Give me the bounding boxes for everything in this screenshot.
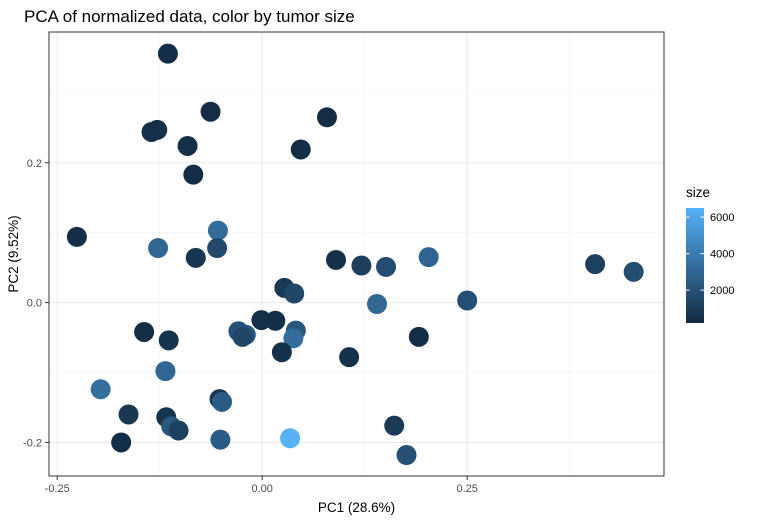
y-axis-title: PC2 (9.52%) — [6, 215, 21, 292]
data-point — [408, 326, 429, 347]
data-point — [177, 135, 198, 156]
colorbar — [686, 208, 704, 323]
data-point — [396, 445, 417, 466]
data-point — [418, 247, 439, 268]
data-point — [168, 420, 189, 441]
data-point — [367, 293, 387, 314]
data-point — [284, 283, 305, 304]
data-point — [158, 330, 179, 351]
data-point — [200, 101, 221, 122]
legend: size 2000 4000 6000 — [686, 185, 734, 323]
x-tick-label: 0.25 — [456, 483, 477, 495]
legend-title: size — [686, 185, 710, 200]
y-tick-label: -0.2 — [23, 437, 42, 449]
data-point — [384, 415, 405, 436]
data-point — [90, 379, 111, 400]
data-point — [207, 220, 228, 241]
colorbar-ticks: 2000 4000 6000 — [686, 212, 734, 297]
colorbar-tick-label: 6000 — [710, 212, 734, 224]
data-point — [283, 328, 304, 349]
plot-background — [49, 32, 664, 476]
y-tick-label: 0.0 — [27, 298, 42, 310]
data-point — [326, 249, 346, 270]
data-point — [265, 310, 286, 331]
x-axis-ticks: -0.25 0.00 0.25 — [45, 476, 478, 495]
data-point — [271, 342, 292, 363]
data-point — [232, 326, 253, 347]
y-axis-ticks: -0.2 0.0 0.2 — [23, 158, 49, 449]
major-gridlines — [49, 32, 664, 476]
data-point — [66, 226, 87, 247]
data-point — [157, 43, 178, 64]
data-point — [457, 290, 478, 311]
data-point — [134, 321, 155, 342]
data-point — [351, 255, 372, 276]
y-tick-label: 0.2 — [27, 158, 42, 170]
data-point — [376, 256, 397, 277]
data-point — [118, 404, 139, 425]
data-point — [207, 238, 228, 259]
data-point — [290, 139, 311, 160]
data-point — [210, 429, 231, 450]
data-point — [111, 432, 132, 453]
data-point — [141, 121, 162, 142]
x-tick-label: 0.00 — [251, 483, 272, 495]
data-point — [623, 261, 644, 282]
data-point — [183, 164, 204, 185]
plot-panel-border — [48, 31, 665, 477]
data-points — [66, 43, 644, 466]
colorbar-tick-label: 2000 — [710, 285, 734, 297]
data-point — [585, 254, 606, 275]
data-point — [339, 347, 360, 368]
data-point — [212, 391, 233, 412]
data-point — [185, 247, 206, 268]
data-point — [155, 361, 176, 382]
colorbar-tick-label: 4000 — [710, 249, 734, 261]
chart-title: PCA of normalized data, color by tumor s… — [24, 7, 355, 26]
x-tick-label: -0.25 — [45, 483, 70, 495]
data-point — [148, 238, 169, 259]
x-axis-title: PC1 (28.6%) — [318, 500, 395, 515]
data-point — [280, 428, 301, 449]
minor-gridlines — [49, 32, 664, 476]
data-point — [316, 107, 337, 128]
